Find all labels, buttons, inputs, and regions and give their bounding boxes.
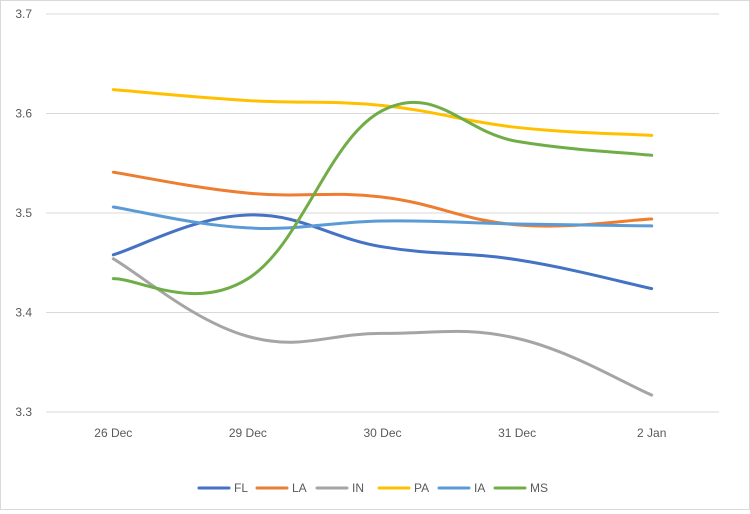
- x-tick-label: 30 Dec: [363, 426, 401, 440]
- series-lines: [111, 88, 654, 397]
- legend-item-ia: IA: [437, 481, 485, 495]
- y-tick-label: 3.3: [15, 405, 32, 419]
- legend-label: MS: [530, 481, 548, 495]
- y-tick-label: 3.5: [15, 206, 32, 220]
- series-line-ms: [111, 100, 654, 296]
- legend-label: IA: [474, 481, 485, 495]
- y-tick-label: 3.7: [15, 7, 32, 21]
- legend-item-in: IN: [315, 481, 364, 495]
- x-tick-label: 26 Dec: [94, 426, 132, 440]
- legend-label: FL: [234, 481, 248, 495]
- legend-item-pa: PA: [377, 481, 429, 495]
- series-line-in: [111, 257, 654, 397]
- series-line-la: [111, 170, 654, 228]
- x-tick-label: 2 Jan: [637, 426, 666, 440]
- series-line-pa: [111, 88, 654, 137]
- legend-label: LA: [292, 481, 307, 495]
- legend-item-la: LA: [255, 481, 307, 495]
- x-tick-label: 31 Dec: [498, 426, 536, 440]
- gridlines: [46, 13, 719, 413]
- legend-item-fl: FL: [197, 481, 248, 495]
- series-line-ia: [111, 205, 654, 230]
- y-axis-tick-labels: 3.3 3.4 3.5 3.6 3.7: [15, 7, 32, 419]
- y-tick-label: 3.4: [15, 306, 32, 320]
- x-axis-tick-labels: 26 Dec 29 Dec 30 Dec 31 Dec 2 Jan: [94, 426, 666, 440]
- legend-label: PA: [414, 481, 429, 495]
- legend-label: IN: [352, 481, 364, 495]
- legend-item-ms: MS: [493, 481, 548, 495]
- y-tick-label: 3.6: [15, 107, 32, 121]
- x-tick-label: 29 Dec: [229, 426, 267, 440]
- legend: FL LA IN PA IA MS: [197, 481, 548, 495]
